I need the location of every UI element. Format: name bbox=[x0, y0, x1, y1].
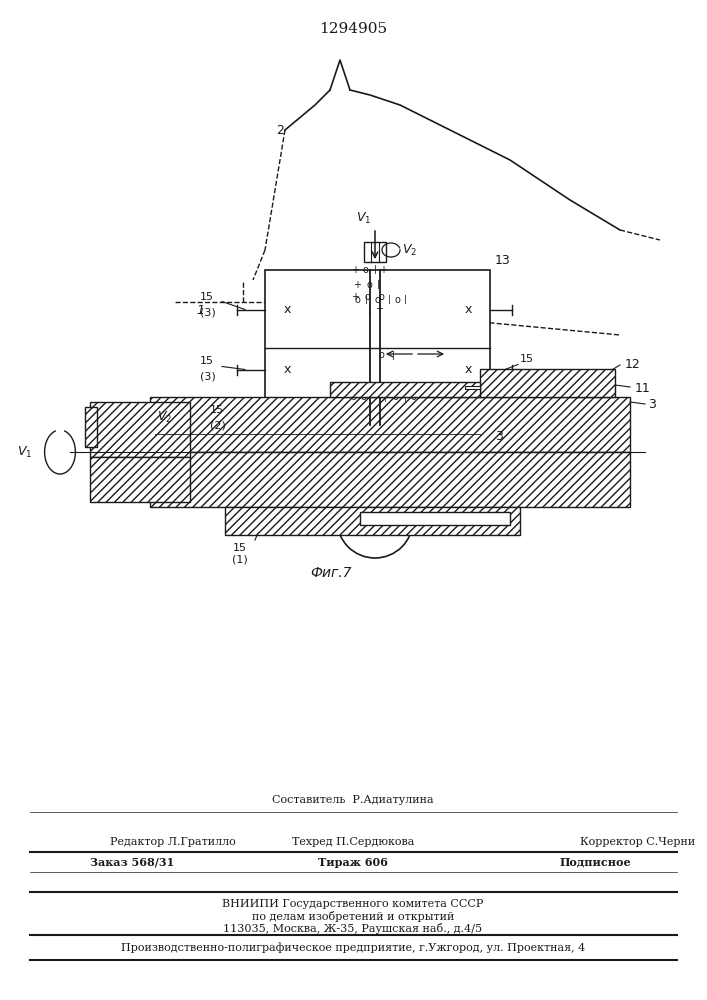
Bar bbox=[465, 386, 480, 389]
Text: Тираж 606: Тираж 606 bbox=[318, 856, 388, 867]
Text: 15: 15 bbox=[520, 355, 534, 364]
Bar bbox=[265, 270, 490, 425]
Text: $V_1$: $V_1$ bbox=[17, 444, 32, 460]
Text: o: o bbox=[364, 292, 370, 302]
Text: 12: 12 bbox=[625, 358, 641, 370]
Text: 1294905: 1294905 bbox=[319, 22, 387, 36]
Text: |: | bbox=[368, 304, 370, 315]
Text: +: + bbox=[351, 265, 359, 275]
Text: +: + bbox=[375, 304, 383, 314]
Text: |: | bbox=[387, 296, 390, 304]
Text: o: o bbox=[378, 292, 384, 302]
Text: 113035, Москва, Ж-35, Раушская наб., д.4/5: 113035, Москва, Ж-35, Раушская наб., д.4… bbox=[223, 922, 483, 934]
Text: Техред П.Сердюкова: Техред П.Сердюкова bbox=[292, 837, 414, 847]
Text: o: o bbox=[360, 392, 366, 402]
Text: |: | bbox=[392, 351, 395, 360]
Text: o: o bbox=[360, 382, 366, 392]
Text: Фиг.7: Фиг.7 bbox=[310, 566, 351, 580]
Text: (2): (2) bbox=[210, 420, 226, 430]
Text: Редактор Л.Гратилло: Редактор Л.Гратилло bbox=[110, 837, 235, 847]
Bar bbox=[330, 382, 480, 397]
Text: (1): (1) bbox=[232, 555, 248, 565]
Text: x: x bbox=[464, 303, 472, 316]
Bar bbox=[150, 452, 630, 507]
Polygon shape bbox=[366, 465, 384, 480]
Bar bbox=[85, 407, 97, 447]
Text: 15: 15 bbox=[233, 543, 247, 553]
Text: o: o bbox=[378, 351, 384, 360]
Text: |: | bbox=[404, 296, 407, 304]
Text: x: x bbox=[284, 303, 291, 316]
Text: o: o bbox=[374, 295, 380, 305]
Text: 14: 14 bbox=[418, 518, 434, 532]
Text: $V_2$: $V_2$ bbox=[158, 409, 173, 425]
Text: |: | bbox=[384, 393, 387, 402]
Text: Составитель  Р.Адиатулина: Составитель Р.Адиатулина bbox=[272, 795, 434, 805]
Text: o: o bbox=[366, 280, 372, 290]
Text: o: o bbox=[410, 392, 416, 402]
Bar bbox=[480, 369, 615, 397]
Circle shape bbox=[337, 482, 413, 558]
Text: ВНИИПИ Государственного комитета СССР: ВНИИПИ Государственного комитета СССР bbox=[222, 899, 484, 909]
Text: 13: 13 bbox=[495, 254, 510, 267]
Text: 2: 2 bbox=[276, 123, 284, 136]
Text: 15: 15 bbox=[200, 357, 214, 366]
Text: o: o bbox=[362, 265, 368, 275]
Text: $V_1$: $V_1$ bbox=[356, 211, 371, 226]
Bar bbox=[225, 507, 520, 535]
Bar bbox=[360, 512, 510, 525]
Text: (3): (3) bbox=[200, 371, 216, 381]
Text: o: o bbox=[392, 392, 398, 402]
Text: Корректор С.Черни: Корректор С.Черни bbox=[580, 837, 695, 847]
Text: 3: 3 bbox=[648, 398, 656, 412]
Text: 1: 1 bbox=[196, 304, 204, 316]
Text: по делам изобретений и открытий: по делам изобретений и открытий bbox=[252, 910, 454, 922]
Text: 15: 15 bbox=[200, 292, 214, 302]
Text: 3: 3 bbox=[495, 430, 503, 443]
Text: 15: 15 bbox=[210, 405, 224, 415]
Text: o: o bbox=[354, 295, 360, 305]
Text: x: x bbox=[284, 363, 291, 376]
Text: +: + bbox=[351, 292, 359, 302]
Text: |: | bbox=[365, 296, 368, 304]
Text: |: | bbox=[404, 393, 407, 402]
Text: Фиг.6: Фиг.6 bbox=[438, 523, 479, 537]
Text: |: | bbox=[373, 265, 376, 274]
Text: Заказ 568/31: Заказ 568/31 bbox=[90, 856, 174, 867]
Text: $V_2$: $V_2$ bbox=[402, 242, 417, 258]
Bar bbox=[150, 397, 630, 452]
Text: o: o bbox=[394, 295, 400, 305]
Text: |: | bbox=[377, 280, 380, 289]
Text: Производственно-полиграфическое предприятие, г.Ужгород, ул. Проектная, 4: Производственно-полиграфическое предприя… bbox=[121, 943, 585, 953]
Bar bbox=[90, 457, 190, 502]
Bar bbox=[90, 402, 190, 457]
Bar bbox=[364, 242, 386, 262]
Text: x: x bbox=[464, 363, 472, 376]
Text: (1): (1) bbox=[520, 369, 536, 379]
Text: 11: 11 bbox=[635, 382, 650, 395]
Text: +: + bbox=[353, 280, 361, 290]
Text: o: o bbox=[350, 392, 356, 402]
Text: (3): (3) bbox=[200, 308, 216, 318]
Text: +: + bbox=[379, 265, 387, 275]
Text: Подписное: Подписное bbox=[560, 856, 631, 867]
Text: o: o bbox=[350, 382, 356, 392]
